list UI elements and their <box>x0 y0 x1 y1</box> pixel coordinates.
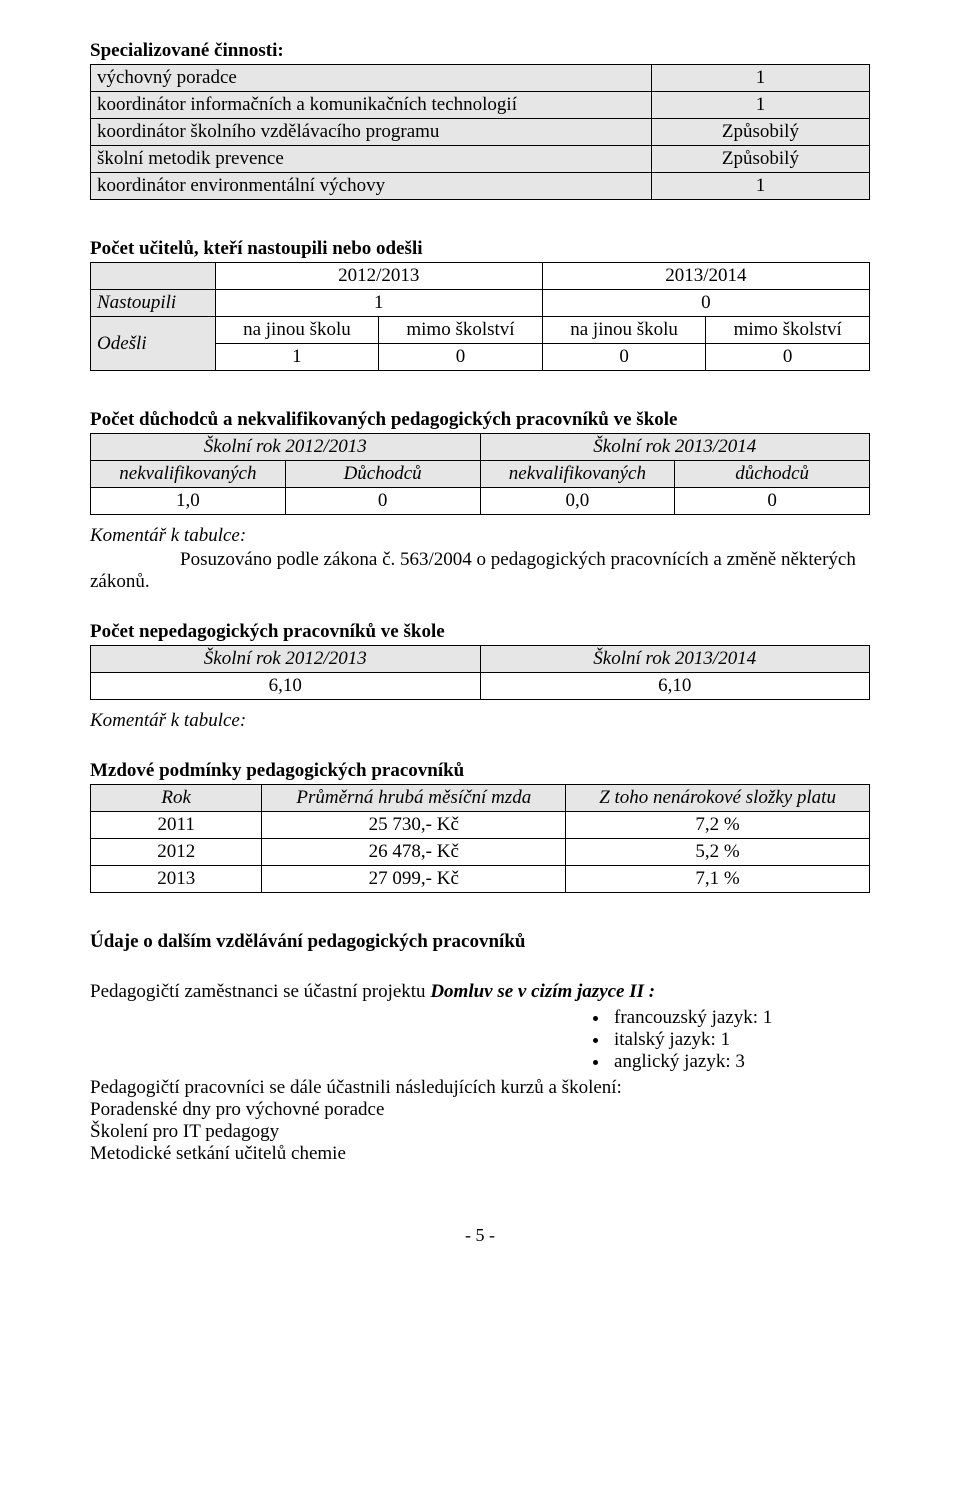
teachers-nastoupili-label: Nastoupili <box>91 290 216 317</box>
wages-mean: 25 730,- Kč <box>262 812 566 839</box>
wages-year: 2013 <box>91 866 262 893</box>
retirees-table: Školní rok 2012/2013 Školní rok 2013/201… <box>90 433 870 515</box>
training-line5: Metodické setkání učitelů chemie <box>90 1143 870 1165</box>
teachers-odesli-label: Odešli <box>91 317 216 371</box>
wages-pct: 5,2 % <box>566 839 870 866</box>
spec-row-label: koordinátor environmentální výchovy <box>91 173 652 200</box>
teachers-year1: 2012/2013 <box>215 263 542 290</box>
retirees-h2: Školní rok 2013/2014 <box>480 434 870 461</box>
retirees-v4: 0 <box>675 488 870 515</box>
nonped-v2: 6,10 <box>480 673 870 700</box>
nonped-h2: Školní rok 2013/2014 <box>480 646 870 673</box>
teachers-heading: Počet učitelů, kteří nastoupili nebo ode… <box>90 238 870 260</box>
training-line2: Pedagogičtí pracovníci se dále účastnili… <box>90 1077 870 1099</box>
training-bullet: anglický jazyk: 3 <box>610 1051 870 1073</box>
training-heading: Údaje o dalším vzdělávání pedagogických … <box>90 931 870 953</box>
nonped-comment-label: Komentář k tabulce: <box>90 710 870 732</box>
spec-table: výchovný poradce 1 koordinátor informačn… <box>90 64 870 200</box>
spec-row-val: Způsobilý <box>651 146 869 173</box>
teachers-val-a: 1 <box>215 344 379 371</box>
retirees-c1: nekvalifikovaných <box>91 461 286 488</box>
retirees-comment-label: Komentář k tabulce: <box>90 525 870 547</box>
retirees-heading: Počet důchodců a nekvalifikovaných pedag… <box>90 409 870 431</box>
retirees-v3: 0,0 <box>480 488 675 515</box>
wages-col2: Průměrná hrubá měsíční mzda <box>262 785 566 812</box>
nonped-v1: 6,10 <box>91 673 481 700</box>
wages-heading: Mzdové podmínky pedagogických pracovníků <box>90 760 870 782</box>
retirees-v1: 1,0 <box>91 488 286 515</box>
teachers-val-b: 0 <box>379 344 543 371</box>
page-footer: - 5 - <box>90 1225 870 1246</box>
retirees-c3: nekvalifikovaných <box>480 461 675 488</box>
spec-row-label: koordinátor školního vzdělávacího progra… <box>91 119 652 146</box>
nonped-heading: Počet nepedagogických pracovníků ve škol… <box>90 621 870 643</box>
spec-heading: Specializované činnosti: <box>90 40 870 62</box>
wages-pct: 7,2 % <box>566 812 870 839</box>
spec-row-val: 1 <box>651 92 869 119</box>
teachers-col-d: mimo školství <box>706 317 870 344</box>
teachers-year2: 2013/2014 <box>542 263 869 290</box>
spec-row-label: koordinátor informačních a komunikačních… <box>91 92 652 119</box>
teachers-col-b: mimo školství <box>379 317 543 344</box>
retirees-c4: důchodců <box>675 461 870 488</box>
retirees-c2: Důchodců <box>285 461 480 488</box>
teachers-nastoupili-v1: 1 <box>215 290 542 317</box>
teachers-nastoupili-v2: 0 <box>542 290 869 317</box>
spec-row-label: školní metodik prevence <box>91 146 652 173</box>
wages-col3: Z toho nenárokové složky platu <box>566 785 870 812</box>
spec-row-label: výchovný poradce <box>91 65 652 92</box>
teachers-val-d: 0 <box>706 344 870 371</box>
wages-mean: 27 099,- Kč <box>262 866 566 893</box>
training-line1b: Domluv se v cizím jazyce II : <box>430 981 655 1002</box>
training-bullet: francouzský jazyk: 1 <box>610 1007 870 1029</box>
wages-mean: 26 478,- Kč <box>262 839 566 866</box>
teachers-table: 2012/2013 2013/2014 Nastoupili 1 0 Odešl… <box>90 262 870 371</box>
spec-row-val: 1 <box>651 173 869 200</box>
teachers-col-c: na jinou školu <box>542 317 706 344</box>
training-line1a: Pedagogičtí zaměstnanci se účastní proje… <box>90 981 430 1002</box>
spec-row-val: Způsobilý <box>651 119 869 146</box>
teachers-val-c: 0 <box>542 344 706 371</box>
wages-year: 2011 <box>91 812 262 839</box>
nonped-h1: Školní rok 2012/2013 <box>91 646 481 673</box>
training-line3: Poradenské dny pro výchovné poradce <box>90 1099 870 1121</box>
nonped-table: Školní rok 2012/2013 Školní rok 2013/201… <box>90 645 870 700</box>
training-line1: Pedagogičtí zaměstnanci se účastní proje… <box>90 981 870 1003</box>
wages-col1: Rok <box>91 785 262 812</box>
training-bullet: italský jazyk: 1 <box>610 1029 870 1051</box>
retirees-h1: Školní rok 2012/2013 <box>91 434 481 461</box>
wages-table: Rok Průměrná hrubá měsíční mzda Z toho n… <box>90 784 870 893</box>
retirees-v2: 0 <box>285 488 480 515</box>
training-line4: Školení pro IT pedagogy <box>90 1121 870 1143</box>
teachers-col-a: na jinou školu <box>215 317 379 344</box>
training-bullets: francouzský jazyk: 1 italský jazyk: 1 an… <box>90 1007 870 1073</box>
spec-row-val: 1 <box>651 65 869 92</box>
retirees-comment-text: Posuzováno podle zákona č. 563/2004 o pe… <box>90 549 856 592</box>
wages-pct: 7,1 % <box>566 866 870 893</box>
wages-year: 2012 <box>91 839 262 866</box>
